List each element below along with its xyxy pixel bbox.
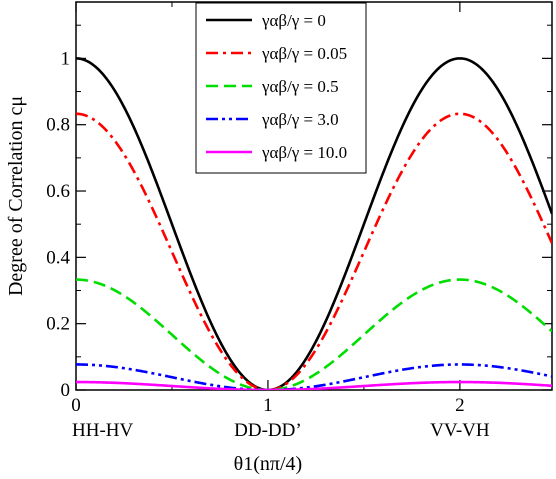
x-tick-label: 1 [263, 395, 273, 416]
category-label: VV-VH [430, 420, 490, 441]
legend-label-4: γαβ/γ = 10.0 [261, 143, 347, 162]
y-tick-label: 0 [61, 380, 71, 401]
y-tick-label: 1 [61, 48, 71, 69]
legend-label-3: γαβ/γ = 3.0 [261, 110, 339, 129]
legend-label-1: γαβ/γ = 0.05 [261, 44, 347, 63]
category-label: DD-DD’ [234, 420, 302, 441]
legend: γαβ/γ = 0 γαβ/γ = 0.05 γαβ/γ = 0.5 γαβ/γ = … [195, 2, 367, 174]
y-tick-label: 0.8 [46, 115, 70, 136]
series-layer [76, 57, 552, 390]
axis-labels: θ1(nπ/4) Degree of Correlation cμ [5, 96, 302, 475]
y-tick-label: 0.6 [46, 181, 70, 202]
category-labels: HH-HV DD-DD’ VV-VH [72, 420, 490, 441]
legend-label-2: γαβ/γ = 0.5 [261, 77, 339, 96]
legend-label-0: γαβ/γ = 0 [261, 11, 326, 30]
axis-ticks: 0 0.2 0.4 0.6 0.8 1 0 1 2 [46, 2, 552, 416]
x-tick-label: 0 [71, 395, 81, 416]
y-tick-label: 0.2 [46, 314, 70, 335]
x-axis-label: θ1(nπ/4) [234, 453, 303, 475]
x-tick-label: 2 [455, 395, 465, 416]
series-line-3 [76, 363, 552, 390]
legend-box [195, 2, 367, 174]
series-line-2 [76, 278, 552, 390]
series-line-0 [76, 57, 552, 390]
y-tick-label: 0.4 [46, 247, 70, 268]
series-line-4 [76, 380, 552, 390]
y-axis-label: Degree of Correlation cμ [5, 96, 27, 296]
series-line-1 [76, 112, 552, 390]
category-label: HH-HV [72, 420, 133, 441]
